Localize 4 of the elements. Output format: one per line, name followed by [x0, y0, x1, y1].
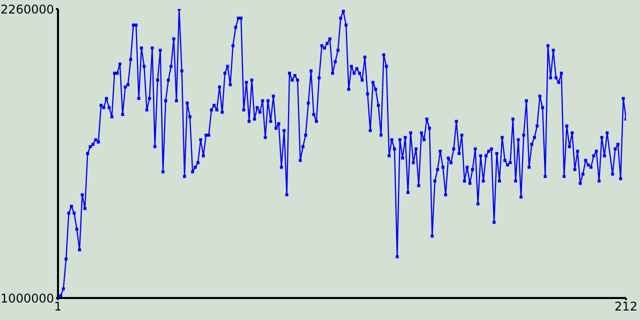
x-tick-label: 212	[614, 300, 638, 314]
x-tick-label: 1	[54, 300, 62, 314]
y-tick-label: 2260000	[0, 2, 54, 16]
y-tick-label: 1000000	[0, 291, 54, 306]
